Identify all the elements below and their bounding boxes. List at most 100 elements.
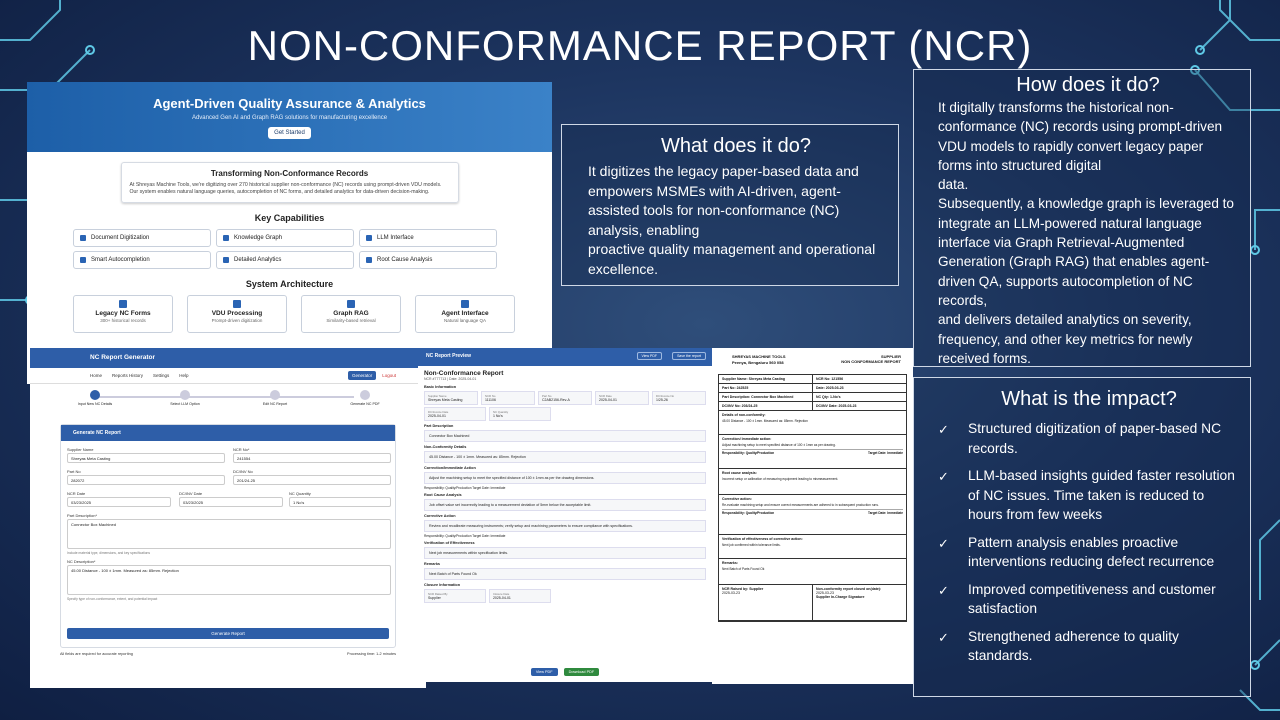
- view-pdf-header-button[interactable]: View PDF: [636, 352, 662, 360]
- ncr-date-input[interactable]: 03/23/2025: [67, 497, 171, 507]
- impact-text: Pattern analysis enables proactive inter…: [968, 534, 1215, 570]
- closure-heading: Closure Information: [424, 583, 461, 587]
- pdf-row: DC/INV No: 203/24-25 DC/INV Date: 2025-03…: [719, 402, 906, 411]
- info-key: DC/Invoice No: [656, 394, 675, 398]
- impact-text: Strengthened adherence to quality standa…: [968, 628, 1179, 664]
- nav-home[interactable]: Home: [90, 373, 103, 378]
- pdf-block-value: Adjust machining setup to meet specified…: [722, 443, 836, 447]
- capability-item[interactable]: Detailed Analytics: [216, 251, 354, 269]
- check-icon: ✓: [938, 535, 949, 551]
- info-value: 2025-04-01: [599, 398, 617, 402]
- pdf-responsibility: Responsibility: Quality/Production: [722, 451, 775, 455]
- preview-meta: NCR #777713 | Date: 2025-04-01: [424, 377, 477, 381]
- architecture-sub: 300+ historical records: [100, 318, 146, 323]
- preview-body: Non-Conformance Report NCR #777713 | Dat…: [418, 366, 712, 603]
- nav-settings[interactable]: Settings: [153, 373, 170, 378]
- impact-item: ✓ LLM-based insights guided faster resolu…: [938, 466, 1240, 525]
- impact-item: ✓ Strengthened adherence to quality stand…: [938, 627, 1240, 666]
- info-cell: DC/Invoice No 1/25-26: [652, 391, 706, 405]
- process-icon: [233, 300, 241, 308]
- how-panel: How does it do? It digitally transforms …: [913, 69, 1251, 367]
- generator-nav: Home Reports History Settings Help Gener…: [30, 368, 426, 384]
- capability-item[interactable]: LLM Interface: [359, 229, 497, 247]
- save-report-button[interactable]: Save the report: [672, 352, 706, 360]
- dc-date-label: DC/INV Date: [179, 491, 203, 496]
- dc-input[interactable]: 201/24-25: [233, 475, 391, 485]
- what-panel: What does it do? It digitizes the legacy…: [561, 124, 899, 286]
- pdf-block-value: Incorrect setup or calibration of measur…: [722, 477, 839, 481]
- capability-item[interactable]: Root Cause Analysis: [359, 251, 497, 269]
- pdf-block-key: Correction/ Immediate action:: [722, 437, 772, 441]
- impact-text: Structured digitization of paper-based N…: [968, 421, 1222, 456]
- pdf-block-key: Root cause analysis:: [722, 471, 757, 475]
- check-icon: ✓: [938, 422, 949, 437]
- pdf-cell: NC Qty: 1-No's: [816, 395, 841, 399]
- what-body: It digitizes the legacy paper-based data…: [588, 163, 876, 277]
- view-pdf-button[interactable]: View PDF: [530, 668, 558, 676]
- remarks-box: Next Batch of Parts Found Ok: [424, 568, 706, 580]
- step-1[interactable]: Input New NC Details: [70, 390, 120, 406]
- pdf-header: SHREYAS MACHINE TOOLS Peenya, Bengaluru …: [718, 352, 907, 374]
- generate-report-button[interactable]: Generate Report: [67, 628, 389, 639]
- rca-box: Job offset value set incorrectly leading…: [424, 499, 706, 511]
- step-label: Generate NC PDF: [350, 402, 380, 406]
- step-3[interactable]: Edit NC Report: [250, 390, 300, 406]
- architecture-name: Agent Interface: [441, 310, 489, 317]
- step-label: Edit NC Report: [262, 402, 288, 406]
- nav-reports-history[interactable]: Reports History: [112, 373, 144, 378]
- nav-generator[interactable]: Generator: [347, 371, 377, 380]
- pdf-block: Root cause analysis: Incorrect setup or c…: [719, 469, 906, 495]
- part-description-textarea[interactable]: Connector Box Machined: [67, 519, 391, 549]
- step-4[interactable]: Generate NC PDF: [340, 390, 390, 406]
- pdf-frame: Supplier Name: Shreyas Meta Casting NCR N…: [718, 374, 907, 622]
- nc-description-textarea[interactable]: 45.00 Distance - 100 ± 1mm. Measured as:…: [67, 565, 391, 595]
- nav-logout[interactable]: Logout: [382, 373, 396, 378]
- pdf-block: Corrective action: Re-evaluate machining …: [719, 495, 906, 535]
- architecture-grid: Legacy NC Forms 300+ historical records V…: [73, 295, 552, 333]
- pdf-cell: Part No: 242525: [719, 384, 813, 392]
- pdf-block: Remarks: Next Batch of Parts Found Ok: [719, 559, 906, 585]
- pdf-city: Peenya, Bengaluru 560 058: [732, 360, 784, 365]
- pdf-block-key: Corrective action:: [722, 497, 752, 501]
- capabilities-grid: Document Digitization Knowledge Graph LL…: [73, 229, 552, 269]
- capability-label: Detailed Analytics: [234, 257, 282, 263]
- ncr-pdf-screenshot: SHREYAS MACHINE TOOLS Peenya, Bengaluru …: [712, 348, 913, 684]
- ncd-heading: Non-Conformity Details: [424, 445, 467, 449]
- step-2[interactable]: Select LLM Option: [160, 390, 210, 406]
- info-cell: NCR Date 2025-04-01: [595, 391, 649, 405]
- ncr-input[interactable]: 241554: [233, 453, 391, 463]
- qty-input[interactable]: 1 No's: [289, 497, 391, 507]
- capability-item[interactable]: Smart Autocompletion: [73, 251, 211, 269]
- pdf-cell: Supplier Name: Shreyas Meta Casting: [719, 375, 813, 383]
- capability-label: Document Digitization: [91, 235, 150, 241]
- nav-help[interactable]: Help: [179, 373, 189, 378]
- capability-label: Root Cause Analysis: [377, 257, 433, 263]
- capability-item[interactable]: Knowledge Graph: [216, 229, 354, 247]
- pdf-cell: NCR No: 121556: [816, 377, 844, 381]
- architecture-name: Graph RAG: [333, 310, 369, 317]
- pdf-raised-by: NCR Raised by: Supplier: [722, 587, 764, 591]
- step-label: Input New NC Details: [77, 402, 113, 406]
- hero-banner: Agent-Driven Quality Assurance & Analyti…: [27, 82, 552, 152]
- download-pdf-button[interactable]: Download PDF: [563, 668, 600, 676]
- get-started-button[interactable]: Get Started: [268, 127, 311, 139]
- step-dot: [360, 390, 370, 400]
- pdf-block-key: Remarks:: [722, 561, 738, 565]
- info-value: 2025-04-01: [428, 414, 446, 418]
- chat-icon: [366, 235, 372, 241]
- info-key: NC Quantity: [492, 410, 509, 414]
- preview-header-title: NC Report Preview: [426, 353, 472, 359]
- impact-item: ✓ Improved competitiveness and customer s…: [938, 580, 1240, 619]
- ncr-date-label: NCR Date: [67, 491, 86, 496]
- capability-item[interactable]: Document Digitization: [73, 229, 211, 247]
- supplier-input[interactable]: Shreyas Meta Casting: [67, 453, 225, 463]
- info-cell: Closure Date 2025-04-01: [488, 589, 551, 603]
- generator-header: NC Report Generator: [30, 348, 426, 368]
- closure-grid: NCR Raised By Supplier Closure Date 2025-0…: [424, 589, 551, 603]
- part-input[interactable]: 282072: [67, 475, 225, 485]
- landing-page-screenshot: Agent-Driven Quality Assurance & Analyti…: [27, 82, 552, 384]
- generate-form: Generate NC Report Supplier Name Shreyas…: [60, 424, 396, 648]
- page-title: NON-CONFORMANCE REPORT (NCR): [247, 22, 1033, 69]
- pdf-block: Details of non-conformity: 45.00 Distance…: [719, 411, 906, 435]
- dc-date-input[interactable]: 03/23/2025: [179, 497, 283, 507]
